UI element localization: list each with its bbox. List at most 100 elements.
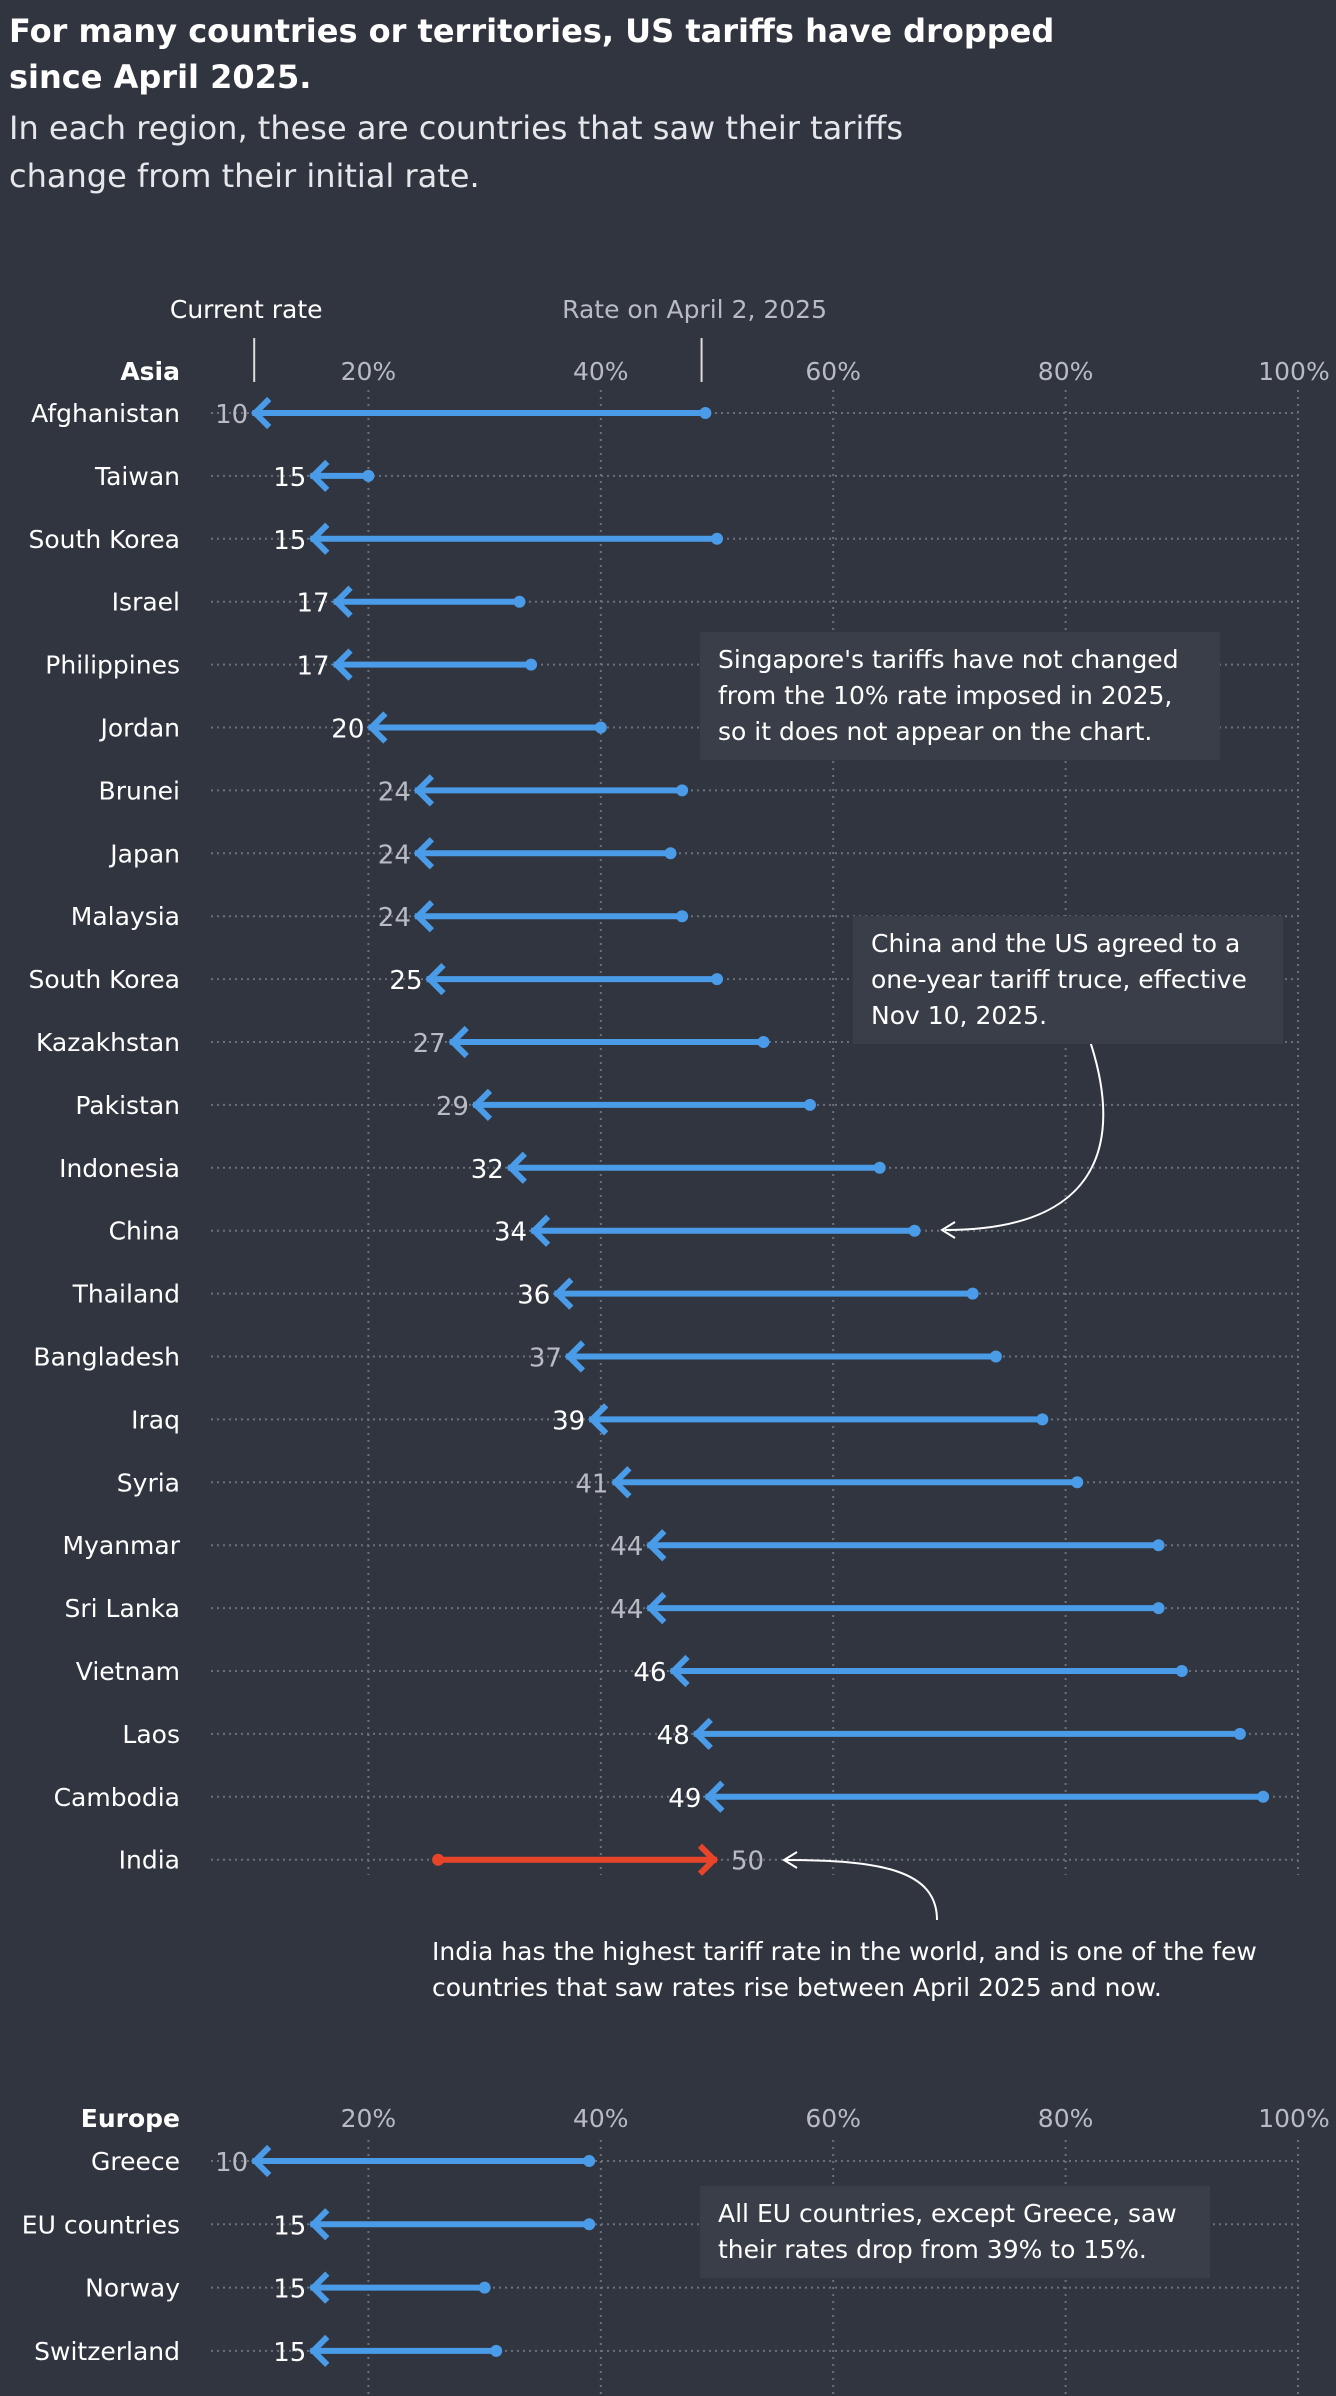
value-label: 15 [273, 2211, 306, 2241]
country-label: Vietnam [76, 1657, 180, 1686]
value-label: 10 [215, 400, 248, 430]
value-label: 27 [413, 1029, 446, 1059]
initial-rate-dot [513, 595, 526, 608]
current-rate-arrowhead [471, 1088, 493, 1122]
country-label: Iraq [131, 1405, 180, 1434]
value-label: 15 [273, 2338, 306, 2368]
singapore-annotation: Singapore's tariffs have not changed fro… [700, 632, 1220, 760]
initial-rate-dot [1152, 1602, 1165, 1615]
x-tick-label: 100% [1258, 2104, 1329, 2133]
region-label: Asia [120, 357, 180, 386]
country-label: EU countries [22, 2210, 180, 2239]
legend-current-rate: Current rate [170, 295, 323, 324]
current-rate-arrowhead [250, 2144, 272, 2178]
initial-rate-dot [1257, 1790, 1270, 1803]
initial-rate-dot [699, 407, 712, 419]
x-tick-label: 60% [805, 357, 861, 386]
x-tick-label: 80% [1038, 357, 1094, 386]
country-label: China [109, 1217, 180, 1246]
initial-rate-dot [711, 973, 723, 986]
initial-rate-dot [966, 1287, 979, 1300]
current-rate-arrowhead [309, 459, 330, 493]
current-rate-arrowhead [413, 837, 435, 870]
initial-rate-dot [908, 1224, 921, 1237]
value-label: 50 [731, 1847, 764, 1877]
initial-rate-dot [676, 910, 689, 923]
current-rate-arrowhead [309, 522, 330, 555]
value-label: 15 [273, 526, 306, 556]
current-rate-arrowhead [250, 396, 272, 430]
current-rate-arrowhead [564, 1340, 586, 1373]
india-annotation: India has the highest tariff rate in the… [432, 1937, 1257, 2002]
current-rate-arrowhead [553, 1277, 574, 1310]
x-tick-label: 40% [573, 2104, 629, 2133]
current-rate-arrowhead [332, 585, 353, 618]
value-label: 49 [668, 1784, 701, 1814]
value-label: 37 [529, 1344, 562, 1374]
current-rate-arrowhead [506, 1151, 527, 1184]
country-label: Norway [85, 2274, 180, 2303]
country-label: Pakistan [75, 1091, 180, 1120]
chart-title: For many countries or territories, US ta… [9, 12, 1055, 96]
value-label: 44 [610, 1595, 643, 1625]
x-tick-label: 100% [1258, 357, 1329, 386]
x-tick-label: 60% [805, 2104, 861, 2133]
current-rate-arrowhead [309, 2271, 330, 2304]
current-rate-arrowhead [697, 1843, 719, 1876]
current-rate-arrowhead [646, 1529, 667, 1562]
current-rate-arrowhead [413, 774, 435, 807]
country-label: Syria [117, 1468, 180, 1497]
current-rate-arrowhead [332, 648, 353, 681]
country-label: Cambodia [54, 1783, 180, 1812]
initial-rate-dot [1175, 1665, 1188, 1677]
country-label: South Korea [29, 965, 180, 994]
current-rate-arrowhead [425, 962, 446, 996]
country-label: Indonesia [59, 1154, 180, 1183]
country-label: Bangladesh [33, 1343, 180, 1372]
value-label: 17 [296, 652, 329, 682]
china-annotation: China and the US agreed to a one-year ta… [853, 916, 1283, 1044]
china-connector-arrowhead [940, 1221, 956, 1239]
initial-rate-dot [525, 658, 538, 671]
country-label: Thailand [72, 1280, 180, 1309]
current-rate-arrowhead [611, 1466, 632, 1499]
value-label: 32 [471, 1155, 504, 1185]
initial-rate-dot [873, 1161, 886, 1174]
x-tick-label: 40% [573, 357, 629, 386]
initial-rate-dot [478, 2281, 491, 2294]
country-label: Switzerland [34, 2337, 180, 2366]
current-rate-arrowhead [413, 900, 435, 933]
value-label: 36 [517, 1281, 550, 1311]
country-label: Jordan [98, 714, 180, 743]
value-label: 39 [552, 1406, 585, 1436]
country-label: Taiwan [94, 462, 180, 491]
x-tick-label: 20% [341, 2104, 397, 2133]
initial-rate-dot [989, 1350, 1002, 1363]
current-rate-arrowhead [367, 711, 388, 744]
initial-rate-dot [803, 1098, 816, 1111]
value-label: 44 [610, 1532, 643, 1562]
country-label: Afghanistan [31, 399, 180, 428]
value-label: 20 [331, 715, 364, 745]
initial-rate-dot [490, 2344, 503, 2357]
current-rate-arrowhead [529, 1214, 551, 1247]
country-label: Malaysia [71, 902, 180, 931]
initial-rate-dot [757, 1036, 770, 1048]
country-label: Philippines [45, 651, 180, 680]
initial-rate-dot [594, 721, 607, 734]
country-label: Kazakhstan [36, 1028, 180, 1057]
india-annotation-connector [784, 1859, 938, 1921]
initial-rate-dot [711, 532, 723, 545]
value-label: 29 [436, 1092, 469, 1122]
initial-rate-dot [676, 784, 689, 797]
value-label: 41 [575, 1469, 608, 1499]
initial-rate-dot [1036, 1413, 1049, 1426]
country-label: Laos [122, 1720, 180, 1749]
value-label: 46 [633, 1658, 666, 1688]
india-connector-arrowhead [782, 1851, 798, 1869]
initial-rate-dot [432, 1853, 445, 1866]
initial-rate-dot [1071, 1476, 1084, 1489]
eu-annotation: All EU countries, except Greece, saw the… [700, 2186, 1210, 2278]
current-rate-arrowhead [704, 1780, 725, 1813]
current-rate-arrowhead [646, 1591, 667, 1625]
